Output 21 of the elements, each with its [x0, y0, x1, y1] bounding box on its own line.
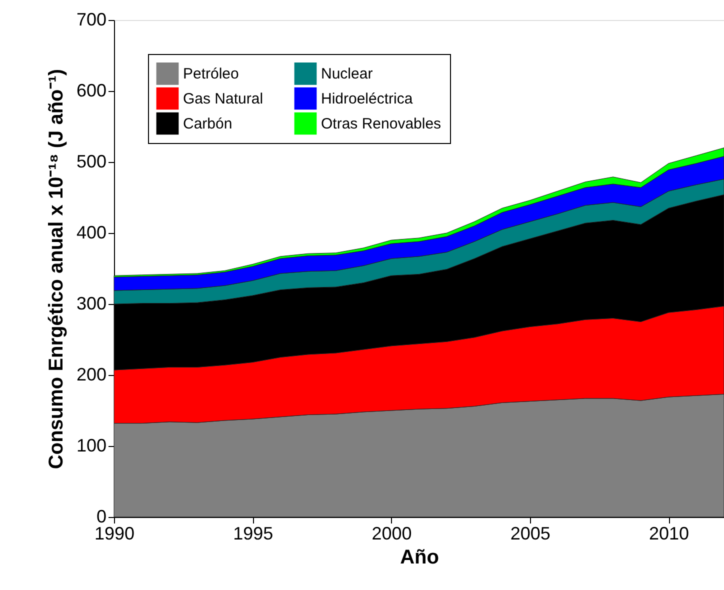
- y-tick-label: 300: [76, 294, 106, 314]
- y-tick-label: 600: [76, 80, 106, 100]
- y-tick-label: 0: [96, 506, 106, 526]
- legend-label: Hidroeléctrica: [321, 90, 414, 108]
- y-tick-label: 500: [76, 152, 106, 172]
- x-tick-label: 2005: [510, 524, 550, 544]
- y-tick-label: 700: [76, 10, 106, 30]
- x-tick-label: 2000: [372, 524, 412, 544]
- legend-label: Petróleo: [183, 66, 239, 83]
- x-tick-label: 2010: [649, 524, 690, 544]
- y-axis-title: Consumo Enrgético anual x 10⁻¹⁸ (J año⁻¹): [45, 68, 68, 470]
- x-axis-title: Año: [400, 546, 439, 568]
- legend-label: Carbón: [183, 116, 232, 132]
- legend-label: Gas Natural: [183, 90, 264, 108]
- x-tick-label: 1995: [233, 524, 274, 544]
- y-tick-label: 400: [76, 222, 106, 242]
- y-tick-label: 100: [76, 436, 106, 456]
- legend-label: Otras Renovables: [321, 116, 442, 132]
- x-tick-label: 1990: [94, 524, 135, 544]
- legend-label: Nuclear: [321, 66, 373, 83]
- y-tick-label: 200: [76, 364, 106, 384]
